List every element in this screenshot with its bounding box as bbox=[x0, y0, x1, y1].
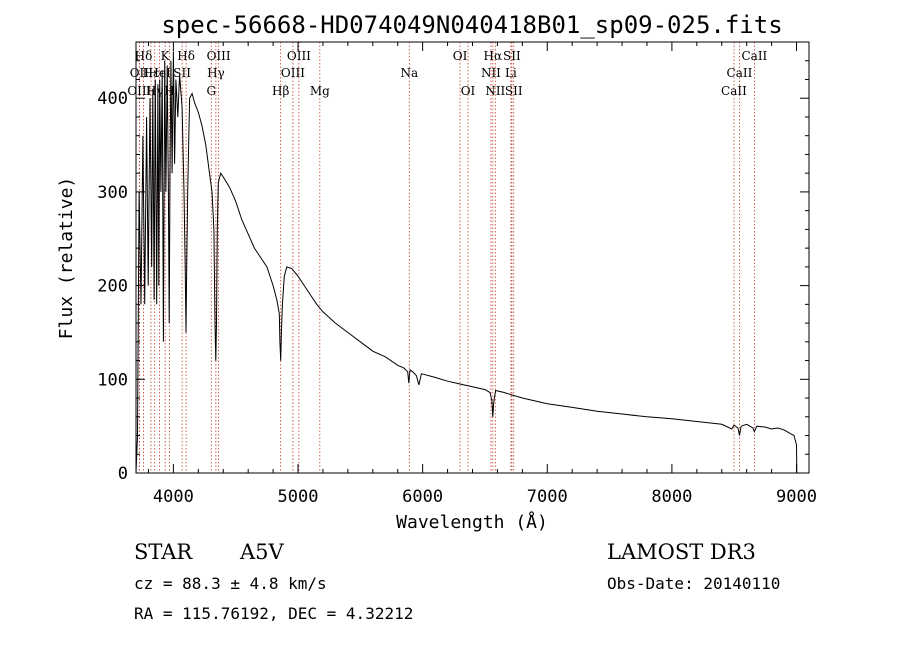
x-tick-label-3: 7000 bbox=[527, 487, 568, 507]
line-label-14: OIII bbox=[281, 66, 305, 80]
line-label-7: H bbox=[164, 84, 174, 98]
line-label-2: OIII bbox=[127, 84, 151, 98]
y-axis-ticks: 0 100 200 300 400 bbox=[97, 60, 809, 484]
line-label-1: OII bbox=[130, 66, 150, 80]
line-label-13: OIII bbox=[287, 49, 311, 63]
line-label-3: Hε bbox=[143, 66, 160, 80]
line-label-16: Mg bbox=[310, 84, 330, 98]
line-label-20: Hα bbox=[484, 49, 503, 63]
x-tick-label-0: 4000 bbox=[153, 487, 194, 507]
sky-coordinates: RA = 115.76192, DEC = 4.32212 bbox=[134, 604, 413, 623]
observation-date: Obs-Date: 20140110 bbox=[607, 574, 780, 593]
line-label-10: OIII bbox=[207, 49, 231, 63]
y-tick-label-3: 300 bbox=[97, 183, 128, 203]
x-tick-label-2: 6000 bbox=[402, 487, 443, 507]
x-tick-label-5: 9000 bbox=[776, 487, 817, 507]
line-label-17: Na bbox=[400, 66, 418, 80]
chart-title: spec-56668-HD074049N040418B01_sp09-025.f… bbox=[161, 11, 782, 39]
plot-frame bbox=[135, 41, 810, 474]
line-label-27: CaII bbox=[727, 66, 753, 80]
x-axis-ticks: 4000 5000 6000 7000 8000 9000 bbox=[147, 42, 817, 507]
redshift-velocity: cz = 88.3 ± 4.8 km/s bbox=[134, 574, 327, 593]
x-axis-label: Wavelength (Å) bbox=[396, 511, 548, 533]
object-class: STAR bbox=[134, 540, 193, 564]
line-label-4: Hγ bbox=[146, 84, 164, 98]
y-tick-label-4: 400 bbox=[97, 89, 128, 109]
line-label-19: OI bbox=[461, 84, 476, 98]
y-tick-label-0: 0 bbox=[118, 464, 128, 484]
line-label-8: SII bbox=[173, 66, 191, 80]
line-label-21: NII bbox=[481, 66, 501, 80]
x-tick-label-4: 8000 bbox=[651, 487, 692, 507]
line-label-9: Hδ bbox=[177, 49, 195, 63]
y-tick-label-1: 100 bbox=[97, 370, 128, 390]
line-label-24: Li bbox=[505, 66, 517, 80]
line-label-26: CaII bbox=[741, 49, 767, 63]
x-tick-label-1: 5000 bbox=[278, 487, 319, 507]
line-label-15: Hβ bbox=[272, 84, 289, 98]
line-label-22: NII bbox=[485, 84, 505, 98]
line-label-5: K bbox=[161, 49, 171, 63]
line-label-0: Hδ bbox=[135, 49, 153, 63]
y-tick-label-2: 200 bbox=[97, 277, 128, 297]
survey-name: LAMOST DR3 bbox=[607, 540, 756, 564]
flux-series-line bbox=[135, 51, 798, 474]
spectral-line-markers bbox=[138, 42, 755, 473]
line-label-12: G bbox=[206, 84, 216, 98]
object-subclass: A5V bbox=[239, 540, 285, 564]
line-label-23: SII bbox=[503, 49, 521, 63]
y-axis-label: Flux (relative) bbox=[56, 177, 77, 340]
line-label-25: SII bbox=[505, 84, 523, 98]
line-label-11: Hγ bbox=[207, 66, 225, 80]
line-label-18: OI bbox=[453, 49, 468, 63]
line-label-28: CaII bbox=[721, 84, 747, 98]
